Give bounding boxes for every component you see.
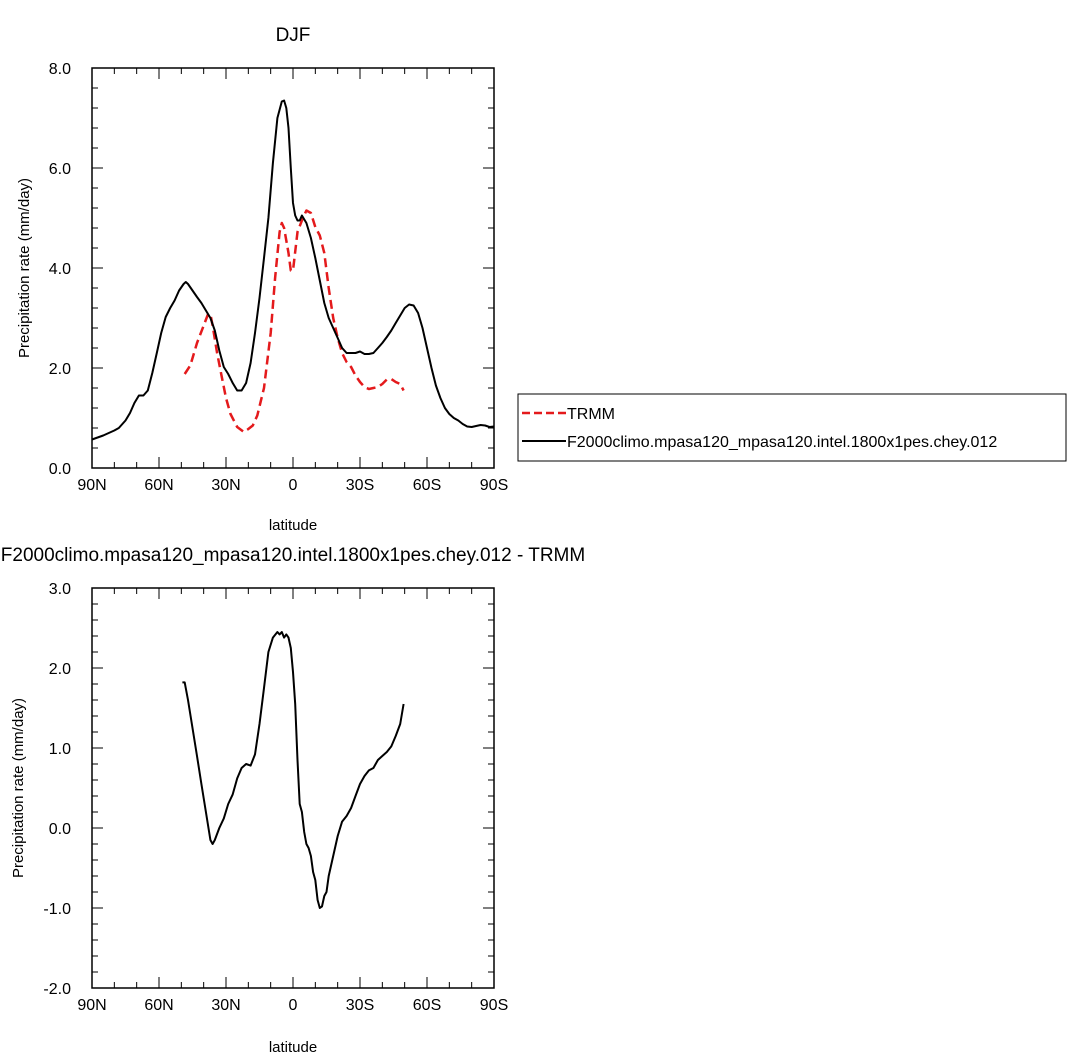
top-series-line-model xyxy=(91,99,495,441)
legend-label-model: F2000climo.mpasa120_mpasa120.intel.1800x… xyxy=(567,434,997,451)
bottom-xtick-label: 90S xyxy=(480,997,508,1014)
top-chart-title: DJF xyxy=(276,25,311,46)
legend-box xyxy=(517,393,1067,462)
bottom-chart-title: F2000climo.mpasa120_mpasa120.intel.1800x… xyxy=(1,545,585,566)
bottom-xaxis-label: latitude xyxy=(269,1039,317,1056)
bottom-ytick-label: 3.0 xyxy=(49,581,71,598)
top-xtick-label: 30S xyxy=(346,477,374,494)
bottom-ytick-label: 2.0 xyxy=(49,661,71,678)
top-xaxis-label: latitude xyxy=(269,517,317,534)
top-xtick-label: 90S xyxy=(480,477,508,494)
bottom-xtick-label: 30S xyxy=(346,997,374,1014)
bottom-ytick-label: 0.0 xyxy=(49,821,71,838)
top-ytick-label: 8.0 xyxy=(49,61,71,78)
top-xtick-label: 60S xyxy=(413,477,441,494)
top-ytick-label: 0.0 xyxy=(49,461,71,478)
top-plot-frame xyxy=(91,67,495,469)
bottom-ytick-label: -1.0 xyxy=(43,901,71,918)
top-plot-area: 90N 60N 30N 0 30S 60S 90S 0.0 2.0 4.0 6.0 8.0 xyxy=(49,61,508,494)
top-xtick-label: 30N xyxy=(211,477,240,494)
legend-label-trmm: TRMM xyxy=(567,406,615,423)
top-series-line-trmm xyxy=(183,209,405,434)
bottom-xtick-label: 0 xyxy=(289,997,298,1014)
bottom-panel: F2000climo.mpasa120_mpasa120.intel.1800x… xyxy=(1,545,585,1056)
top-ytick-label: 4.0 xyxy=(49,261,71,278)
top-ytick-label: 6.0 xyxy=(49,161,71,178)
top-ytick-label: 2.0 xyxy=(49,361,71,378)
top-yaxis-label: Precipitation rate (mm/day) xyxy=(16,178,33,358)
bottom-ytick-label: 1.0 xyxy=(49,741,71,758)
bottom-xtick-label: 30N xyxy=(211,997,240,1014)
top-panel: DJF 90N 60N 30N 0 30S 60S 90S 0.0 2.0 4.0 6.0 8.0 l… xyxy=(16,25,508,534)
bottom-xtick-label: 60S xyxy=(413,997,441,1014)
bottom-ytick-label: -2.0 xyxy=(43,981,71,998)
bottom-plot-frame xyxy=(91,587,495,989)
bottom-xtick-label: 60N xyxy=(144,997,173,1014)
top-xtick-label: 60N xyxy=(144,477,173,494)
top-xtick-label: 0 xyxy=(289,477,298,494)
top-xtick-label: 90N xyxy=(77,477,106,494)
bottom-xtick-label: 90N xyxy=(77,997,106,1014)
legend: TRMM F2000climo.mpasa120_mpasa120.intel.… xyxy=(517,393,1067,462)
bottom-plot-area: 90N 60N 30N 0 30S 60S 90S -2.0 -1.0 0.0 1.0 2.0 3.0 xyxy=(43,581,508,1014)
bottom-yaxis-label: Precipitation rate (mm/day) xyxy=(10,698,27,878)
bottom-series-line-difference xyxy=(182,631,405,909)
